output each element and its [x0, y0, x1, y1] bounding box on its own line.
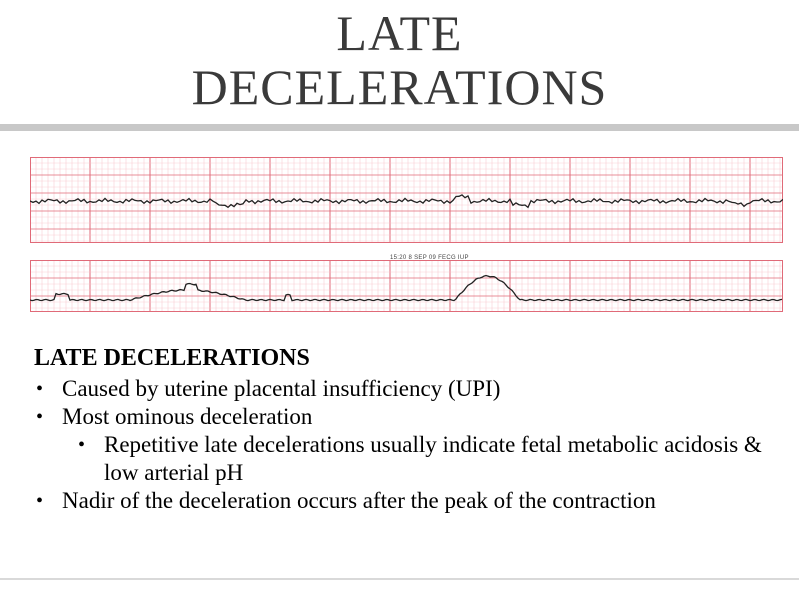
bullet-item: • Caused by uterine placental insufficie…: [34, 375, 784, 403]
bullet-text: Caused by uterine placental insufficienc…: [62, 376, 501, 401]
bullet-icon: •: [78, 434, 86, 456]
slide-content: LATE DECELERATIONS • Caused by uterine p…: [34, 343, 784, 515]
bullet-text: Most ominous deceleration: [62, 404, 313, 429]
bullet-text: Repetitive late decelerations usually in…: [104, 432, 762, 485]
bullet-icon: •: [36, 406, 44, 428]
bullet-icon: •: [36, 490, 44, 512]
sub-bullet-item: • Repetitive late decelerations usually …: [34, 431, 784, 487]
strip-header-text: 15:20 8 SEP 09 FECG IUP: [390, 255, 469, 261]
uterine-contraction-strip: 15:20 8 SEP 09 FECG IUP: [30, 255, 783, 312]
slide-title: LATE DECELERATIONS: [0, 6, 799, 114]
uc-trace: [30, 274, 783, 302]
title-divider: [0, 124, 799, 131]
bullet-list: • Caused by uterine placental insufficie…: [34, 375, 784, 515]
slide-title-line-2: DECELERATIONS: [191, 59, 608, 115]
fetal-heart-rate-strip: [30, 157, 783, 243]
bullet-item: • Nadir of the deceleration occurs after…: [34, 487, 784, 515]
strip-border: [30, 260, 783, 312]
fhr-trace: [30, 194, 783, 209]
fhr-strip-graphic: [30, 157, 783, 243]
uc-strip-graphic: [30, 260, 783, 312]
bullet-icon: •: [36, 378, 44, 400]
slide-title-line-1: LATE: [336, 5, 463, 61]
bullet-text: Nadir of the deceleration occurs after t…: [62, 488, 656, 513]
section-heading: LATE DECELERATIONS: [34, 345, 310, 371]
bullet-item: • Most ominous deceleration: [34, 403, 784, 431]
bottom-divider: [0, 578, 799, 580]
